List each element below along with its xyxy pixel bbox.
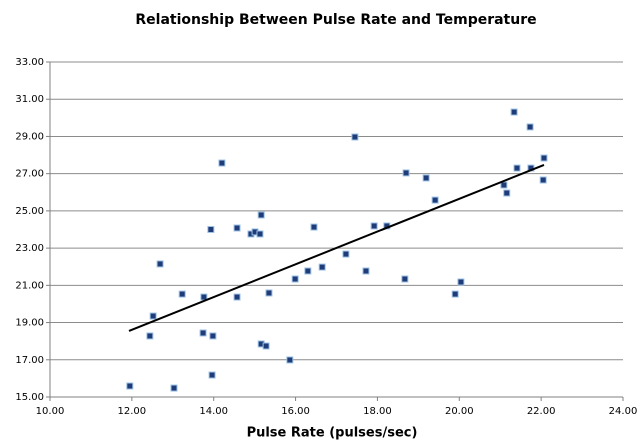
- point: [304, 267, 312, 275]
- x-tick-label: 20.00: [445, 406, 474, 417]
- point: [310, 223, 318, 231]
- y-tick-label: 29.00: [15, 131, 44, 142]
- point: [149, 312, 157, 320]
- point: [156, 260, 164, 268]
- point: [233, 224, 241, 232]
- point: [362, 267, 370, 275]
- point: [402, 169, 410, 177]
- point: [500, 181, 508, 189]
- y-tick-label: 33.00: [15, 57, 44, 68]
- y-tick-label: 15.00: [15, 392, 44, 403]
- point: [291, 275, 299, 283]
- point: [208, 371, 216, 379]
- point: [318, 263, 326, 271]
- x-tick-label: 14.00: [199, 406, 228, 417]
- point: [146, 332, 154, 340]
- point: [170, 384, 178, 392]
- point: [526, 123, 534, 131]
- point: [126, 382, 134, 390]
- point: [209, 332, 217, 340]
- trend-line: [128, 163, 545, 332]
- point: [233, 293, 241, 301]
- y-tick-label: 23.00: [15, 243, 44, 254]
- x-tick-label: 16.00: [281, 406, 310, 417]
- x-tick-label: 18.00: [363, 406, 392, 417]
- point: [178, 290, 186, 298]
- point: [342, 250, 350, 258]
- x-tick-label: 10.00: [36, 406, 65, 417]
- point: [370, 222, 378, 230]
- x-tick-label: 24.00: [609, 406, 638, 417]
- point: [540, 154, 548, 162]
- point: [539, 176, 547, 184]
- chart-title: Relationship Between Pulse Rate and Temp…: [135, 12, 536, 28]
- point: [207, 226, 215, 233]
- point: [510, 108, 518, 116]
- point: [513, 164, 521, 172]
- y-tick-label: 25.00: [15, 206, 44, 217]
- point: [457, 278, 465, 286]
- point: [218, 159, 226, 167]
- point: [256, 230, 264, 238]
- point: [422, 174, 430, 182]
- point: [431, 196, 439, 204]
- x-tick-label: 12.00: [118, 406, 147, 417]
- point: [199, 329, 207, 337]
- point: [351, 133, 359, 141]
- point: [401, 275, 409, 283]
- point: [265, 289, 273, 297]
- point: [286, 356, 294, 364]
- point: [503, 189, 511, 197]
- point: [257, 211, 265, 219]
- y-tick-label: 21.00: [15, 280, 44, 291]
- point: [451, 290, 459, 298]
- y-tick-label: 31.00: [15, 94, 44, 105]
- y-tick-label: 27.00: [15, 169, 44, 180]
- y-tick-label: 17.00: [15, 355, 44, 366]
- y-tick-label: 19.00: [15, 318, 44, 329]
- x-tick-label: 22.00: [527, 406, 556, 417]
- x-axis-title: Pulse Rate (pulses/sec): [247, 426, 418, 441]
- point: [262, 342, 270, 350]
